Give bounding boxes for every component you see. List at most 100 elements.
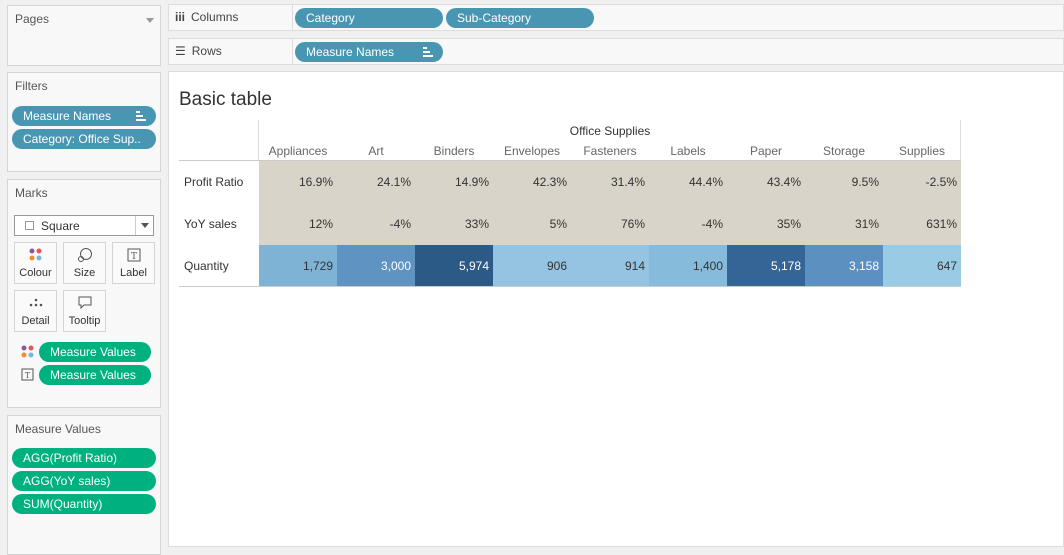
mark-type-value: Square bbox=[41, 219, 80, 233]
category-header: Office Supplies bbox=[569, 124, 651, 138]
subcategory-header[interactable]: Supplies bbox=[898, 144, 946, 158]
label-icon: T bbox=[21, 368, 34, 384]
table-cell[interactable]: 35% bbox=[727, 203, 805, 245]
pages-dropdown-icon[interactable] bbox=[146, 18, 154, 23]
svg-text:T: T bbox=[130, 252, 136, 262]
columns-label-text: Columns bbox=[191, 10, 239, 24]
columns-icon: iii bbox=[175, 10, 186, 24]
row-label: Quantity bbox=[184, 259, 229, 273]
measure-values-title: Measure Values bbox=[15, 422, 101, 436]
columns-label: iii Columns bbox=[169, 5, 293, 30]
table-cell[interactable]: 12% bbox=[259, 203, 337, 245]
marks-colour-pill[interactable]: Measure Values bbox=[39, 342, 151, 362]
detail-button[interactable]: Detail bbox=[14, 290, 57, 332]
table-cell[interactable]: 631% bbox=[883, 203, 961, 245]
svg-text:T: T bbox=[25, 371, 31, 380]
subcategory-header[interactable]: Appliances bbox=[268, 144, 328, 158]
button-label: Colour bbox=[19, 267, 52, 279]
marks-card: Marks Square Colour Size T Label Detail T… bbox=[7, 179, 161, 408]
table-cell[interactable]: 31% bbox=[805, 203, 883, 245]
marks-title: Marks bbox=[15, 186, 48, 200]
mark-type-select[interactable]: Square bbox=[14, 215, 154, 236]
header-divider bbox=[960, 120, 961, 161]
view-title: Basic table bbox=[179, 89, 272, 110]
filters-card: Filters Measure Names Category: Office S… bbox=[7, 72, 161, 172]
table-cell[interactable]: 16.9% bbox=[259, 161, 337, 203]
chevron-down-icon bbox=[135, 216, 153, 235]
columns-shelf[interactable]: iii Columns Category Sub-Category bbox=[168, 4, 1064, 31]
column-pill-category[interactable]: Category bbox=[295, 8, 443, 28]
table-cell[interactable]: 43.4% bbox=[727, 161, 805, 203]
button-label: Detail bbox=[21, 315, 50, 327]
colour-button[interactable]: Colour bbox=[14, 242, 57, 284]
pages-title: Pages bbox=[15, 12, 50, 26]
table-cell[interactable]: 44.4% bbox=[649, 161, 727, 203]
table-cell[interactable]: -4% bbox=[649, 203, 727, 245]
column-pill-sub-category[interactable]: Sub-Category bbox=[446, 8, 594, 28]
table-cell[interactable]: -2.5% bbox=[883, 161, 961, 203]
table-cell[interactable]: 647 bbox=[883, 245, 961, 287]
table-cell[interactable]: 3,000 bbox=[337, 245, 415, 287]
tooltip-icon bbox=[64, 291, 105, 315]
sort-icon bbox=[423, 47, 433, 57]
table-cell[interactable]: 5,178 bbox=[727, 245, 805, 287]
subcategory-header[interactable]: Paper bbox=[749, 144, 783, 158]
table-cell[interactable]: 24.1% bbox=[337, 161, 415, 203]
table-cell[interactable]: 1,400 bbox=[649, 245, 727, 287]
subcategory-header[interactable]: Envelopes bbox=[503, 144, 561, 158]
pill-label: Measure Names bbox=[23, 109, 112, 123]
measure-pill-quantity[interactable]: SUM(Quantity) bbox=[12, 494, 156, 514]
pill-label: Measure Names bbox=[306, 45, 395, 59]
size-button[interactable]: Size bbox=[63, 242, 106, 284]
subcategory-header[interactable]: Labels bbox=[670, 144, 706, 158]
label-icon: T bbox=[113, 243, 154, 267]
measure-pill-yoy-sales[interactable]: AGG(YoY sales) bbox=[12, 471, 156, 491]
table-cell[interactable]: 1,729 bbox=[259, 245, 337, 287]
detail-icon bbox=[15, 291, 56, 315]
table-cell[interactable]: 5,974 bbox=[415, 245, 493, 287]
rows-shelf[interactable]: ☰ Rows Measure Names bbox=[168, 38, 1064, 65]
colour-icon bbox=[21, 345, 35, 362]
size-icon bbox=[64, 243, 105, 267]
header-rule bbox=[179, 160, 961, 161]
table-cell[interactable]: 42.3% bbox=[493, 161, 571, 203]
header-divider bbox=[258, 120, 259, 161]
label-button[interactable]: T Label bbox=[112, 242, 155, 284]
button-label: Size bbox=[73, 267, 96, 279]
table-cell[interactable]: 9.5% bbox=[805, 161, 883, 203]
row-pill-measure-names[interactable]: Measure Names bbox=[295, 42, 443, 62]
rows-icon: ☰ bbox=[175, 44, 186, 58]
table-cell[interactable]: 914 bbox=[571, 245, 649, 287]
measure-pill-profit-ratio[interactable]: AGG(Profit Ratio) bbox=[12, 448, 156, 468]
tooltip-button[interactable]: Tooltip bbox=[63, 290, 106, 332]
table-cell[interactable]: 31.4% bbox=[571, 161, 649, 203]
button-label: Tooltip bbox=[68, 315, 101, 327]
filters-title: Filters bbox=[15, 79, 48, 93]
view-canvas: Basic table Office Supplies Appliances Ar… bbox=[168, 71, 1064, 547]
rows-label-text: Rows bbox=[191, 44, 222, 58]
square-icon bbox=[25, 221, 34, 230]
subcategory-header[interactable]: Fasteners bbox=[583, 144, 637, 158]
pages-card: Pages bbox=[7, 5, 161, 66]
table-cell[interactable]: 3,158 bbox=[805, 245, 883, 287]
table-cell[interactable]: 33% bbox=[415, 203, 493, 245]
table-cell[interactable]: 906 bbox=[493, 245, 571, 287]
colour-icon bbox=[15, 243, 56, 267]
table-cell[interactable]: 14.9% bbox=[415, 161, 493, 203]
button-label: Label bbox=[120, 267, 147, 279]
rows-label: ☰ Rows bbox=[169, 39, 293, 64]
subcategory-header[interactable]: Binders bbox=[433, 144, 475, 158]
sort-icon bbox=[136, 111, 146, 121]
bottom-rule bbox=[179, 286, 961, 287]
table-cell[interactable]: -4% bbox=[337, 203, 415, 245]
measure-values-card: Measure Values AGG(Profit Ratio) AGG(YoY… bbox=[7, 415, 161, 555]
subcategory-header[interactable]: Storage bbox=[822, 144, 866, 158]
filter-pill-measure-names[interactable]: Measure Names bbox=[12, 106, 156, 126]
subcategory-header[interactable]: Art bbox=[368, 144, 384, 158]
table-cell[interactable]: 5% bbox=[493, 203, 571, 245]
marks-label-pill[interactable]: Measure Values bbox=[39, 365, 151, 385]
row-label: YoY sales bbox=[184, 217, 237, 231]
filter-pill-category[interactable]: Category: Office Sup.. bbox=[12, 129, 156, 149]
row-label: Profit Ratio bbox=[184, 175, 244, 189]
table-cell[interactable]: 76% bbox=[571, 203, 649, 245]
